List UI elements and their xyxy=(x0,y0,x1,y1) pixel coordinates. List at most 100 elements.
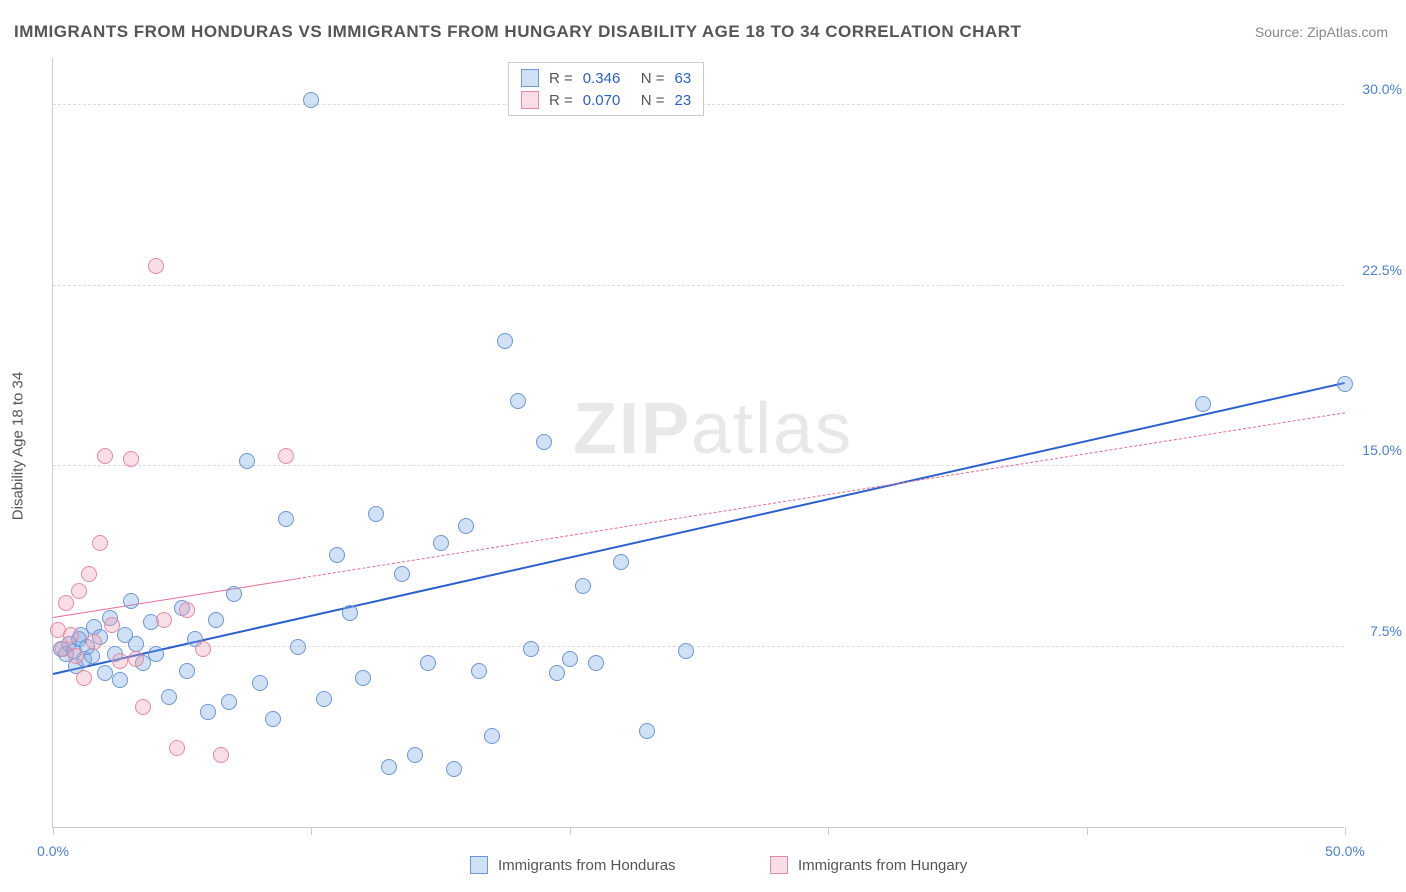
r-label: R = xyxy=(549,70,573,87)
data-point xyxy=(355,670,371,686)
data-point xyxy=(471,663,487,679)
data-point xyxy=(433,535,449,551)
data-point xyxy=(588,655,604,671)
legend-stats-row: R = 0.346 N = 63 xyxy=(521,67,691,89)
chart-title: IMMIGRANTS FROM HONDURAS VS IMMIGRANTS F… xyxy=(14,22,1021,42)
r-value: 0.070 xyxy=(583,92,631,109)
data-point xyxy=(179,663,195,679)
y-tick-label: 22.5% xyxy=(1362,262,1402,278)
data-point xyxy=(278,448,294,464)
data-point xyxy=(510,393,526,409)
y-axis-label: Disability Age 18 to 34 xyxy=(10,372,27,520)
data-point xyxy=(303,92,319,108)
n-label: N = xyxy=(641,70,665,87)
legend-swatch-2 xyxy=(770,856,788,874)
data-point xyxy=(84,648,100,664)
n-value: 63 xyxy=(675,70,692,87)
data-point xyxy=(148,258,164,274)
source-label: Source: ZipAtlas.com xyxy=(1255,24,1388,40)
x-tick-label: 50.0% xyxy=(1325,843,1365,859)
data-point xyxy=(342,605,358,621)
y-tick-label: 7.5% xyxy=(1370,623,1402,639)
data-point xyxy=(265,711,281,727)
trend-line xyxy=(53,382,1345,675)
data-point xyxy=(1337,376,1353,392)
legend-label-1: Immigrants from Honduras xyxy=(498,857,676,874)
x-tick xyxy=(570,827,571,835)
data-point xyxy=(97,665,113,681)
data-point xyxy=(92,535,108,551)
x-tick-label: 0.0% xyxy=(37,843,69,859)
data-point xyxy=(86,634,102,650)
data-point xyxy=(123,451,139,467)
data-point xyxy=(316,691,332,707)
legend-stats: R = 0.346 N = 63 R = 0.070 N = 23 xyxy=(508,62,704,116)
data-point xyxy=(446,761,462,777)
r-label: R = xyxy=(549,92,573,109)
legend-series-1: Immigrants from Honduras xyxy=(470,856,676,874)
data-point xyxy=(76,670,92,686)
data-point xyxy=(1195,396,1211,412)
legend-swatch xyxy=(521,69,539,87)
y-tick-label: 15.0% xyxy=(1362,442,1402,458)
data-point xyxy=(458,518,474,534)
trend-line xyxy=(298,412,1345,579)
data-point xyxy=(148,646,164,662)
data-point xyxy=(97,448,113,464)
data-point xyxy=(135,699,151,715)
n-label: N = xyxy=(641,92,665,109)
x-tick xyxy=(1087,827,1088,835)
data-point xyxy=(156,612,172,628)
data-point xyxy=(68,648,84,664)
legend-label-2: Immigrants from Hungary xyxy=(798,857,967,874)
legend-series-2: Immigrants from Hungary xyxy=(770,856,967,874)
data-point xyxy=(278,511,294,527)
x-tick xyxy=(1345,827,1346,835)
plot-area: ZIPatlas 7.5%15.0%22.5%30.0%0.0%50.0% xyxy=(52,58,1344,828)
data-point xyxy=(104,617,120,633)
watermark: ZIPatlas xyxy=(573,388,853,470)
data-point xyxy=(169,740,185,756)
x-tick xyxy=(53,827,54,835)
data-point xyxy=(613,554,629,570)
data-point xyxy=(536,434,552,450)
x-tick xyxy=(311,827,312,835)
y-tick-label: 30.0% xyxy=(1362,81,1402,97)
data-point xyxy=(639,723,655,739)
data-point xyxy=(407,747,423,763)
data-point xyxy=(208,612,224,628)
data-point xyxy=(381,759,397,775)
data-point xyxy=(329,547,345,563)
data-point xyxy=(394,566,410,582)
data-point xyxy=(179,602,195,618)
data-point xyxy=(221,694,237,710)
r-value: 0.346 xyxy=(583,70,631,87)
data-point xyxy=(252,675,268,691)
data-point xyxy=(63,627,79,643)
watermark-rest: atlas xyxy=(691,389,853,469)
data-point xyxy=(562,651,578,667)
data-point xyxy=(497,333,513,349)
data-point xyxy=(420,655,436,671)
data-point xyxy=(239,453,255,469)
data-point xyxy=(123,593,139,609)
data-point xyxy=(575,578,591,594)
data-point xyxy=(58,595,74,611)
watermark-bold: ZIP xyxy=(573,389,691,469)
gridline xyxy=(53,285,1344,286)
data-point xyxy=(161,689,177,705)
legend-stats-row: R = 0.070 N = 23 xyxy=(521,89,691,111)
data-point xyxy=(213,747,229,763)
legend-swatch xyxy=(521,91,539,109)
legend-swatch-1 xyxy=(470,856,488,874)
data-point xyxy=(368,506,384,522)
data-point xyxy=(112,672,128,688)
data-point xyxy=(484,728,500,744)
data-point xyxy=(71,583,87,599)
data-point xyxy=(128,651,144,667)
data-point xyxy=(290,639,306,655)
n-value: 23 xyxy=(675,92,692,109)
x-tick xyxy=(828,827,829,835)
data-point xyxy=(195,641,211,657)
gridline xyxy=(53,646,1344,647)
